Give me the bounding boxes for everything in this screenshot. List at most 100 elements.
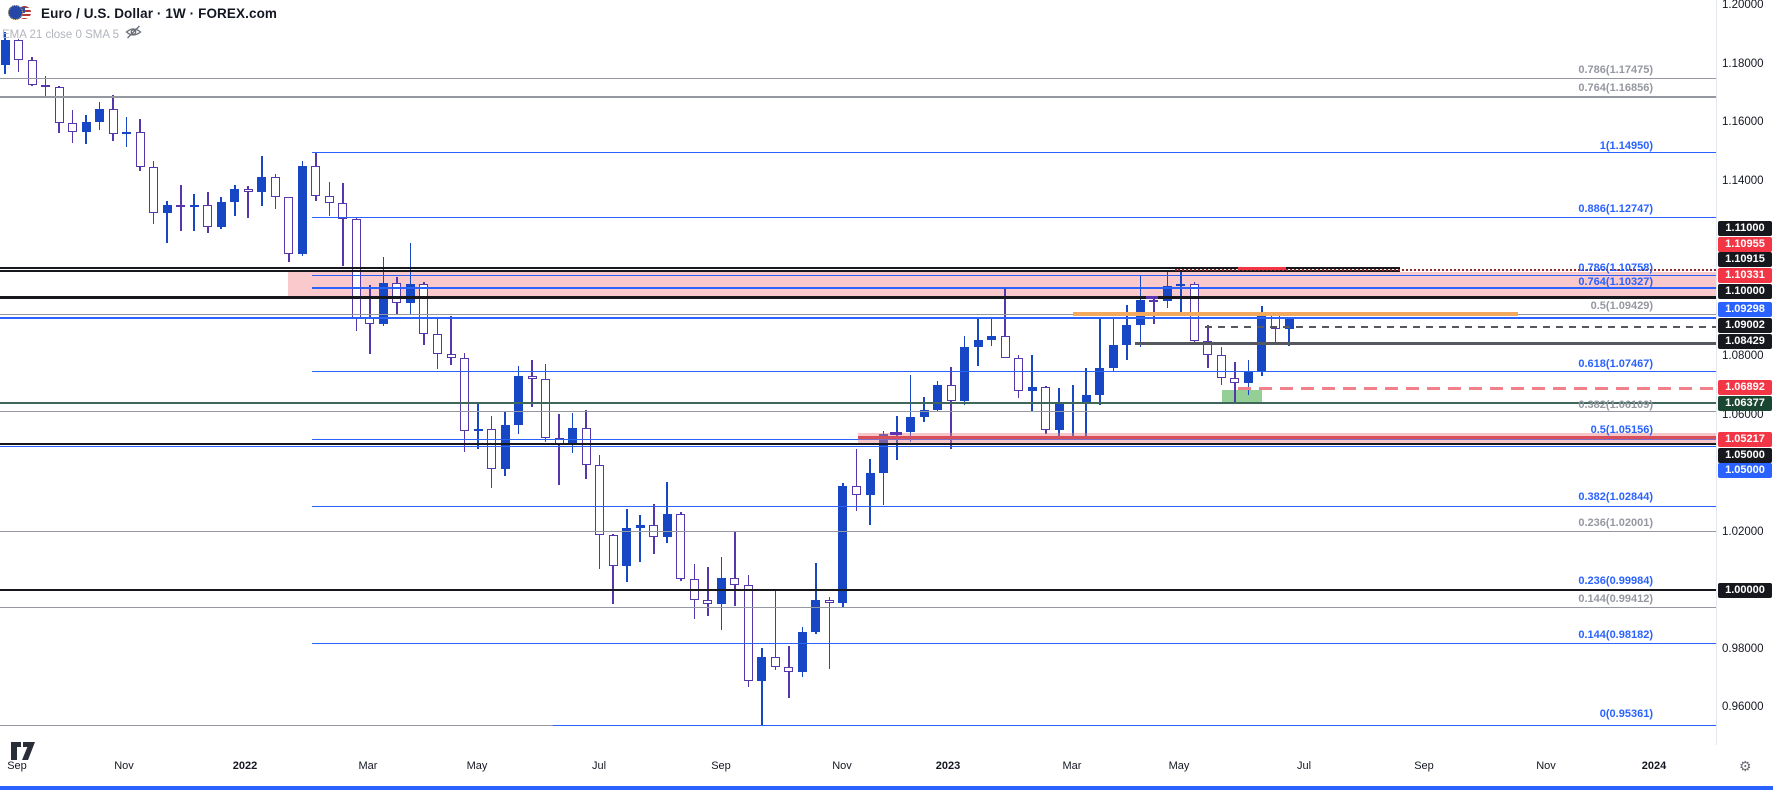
gear-icon[interactable]: ⚙ [1739, 758, 1752, 774]
candle-body [433, 333, 442, 354]
candle-wick [1031, 354, 1033, 411]
price-tick: 1.18000 [1722, 57, 1764, 70]
candle-wick [179, 185, 182, 231]
candle-body [460, 358, 470, 431]
candle-wick [450, 316, 452, 365]
time-label: Mar [1062, 760, 1082, 772]
price-badge: 1.06892 [1718, 380, 1772, 395]
candle-body [1027, 386, 1037, 392]
candle-body [1041, 386, 1051, 431]
level-1-10000 [0, 296, 1716, 299]
candle-wick [1180, 270, 1182, 315]
price-badge: 1.11000 [1718, 221, 1772, 236]
level-1-10955-dotted [1175, 269, 1716, 271]
candle-body [676, 514, 686, 579]
candle-wick [707, 566, 709, 617]
chart-plot-area[interactable]: 0.786(1.17475) 0.764(1.16856) 1(1.14950) 0.… [0, 0, 1716, 745]
candle-body [162, 204, 172, 213]
candle-wick [477, 402, 479, 449]
time-label: May [466, 760, 488, 772]
price-tick: 1.14000 [1722, 174, 1764, 187]
candle-body [1243, 370, 1253, 384]
price-badge: 1.05000 [1718, 463, 1772, 478]
time-label: Nov [1536, 760, 1556, 772]
price-badge: 1.06377 [1718, 396, 1772, 411]
candle-body [297, 165, 307, 255]
fib-gray-0764 [0, 96, 1716, 98]
ray-orange [1073, 312, 1518, 316]
tradingview-logo[interactable] [10, 741, 38, 761]
page-title[interactable]: Euro / U.S. Dollar · 1W · FOREX.com [41, 5, 278, 21]
candle-body [946, 384, 956, 402]
price-badge: 1.09002 [1718, 318, 1772, 333]
candle-body [960, 347, 970, 402]
candle-body [1176, 284, 1186, 287]
candle-body [95, 109, 105, 122]
fib-level-label: 0.764(1.10327) [1578, 276, 1653, 288]
price-tick: 1.20000 [1722, 0, 1764, 11]
price-tick: 0.98000 [1722, 642, 1764, 655]
candle-wick [761, 647, 763, 726]
candle-body [122, 131, 132, 134]
candle-wick [666, 482, 669, 543]
candle-body [257, 176, 267, 193]
candle-body [189, 204, 199, 207]
candle-body [365, 318, 375, 324]
candle-body [608, 535, 618, 566]
fib-gray-0236 [0, 530, 1716, 533]
fib-level-label: 1(1.14950) [1599, 140, 1653, 152]
candle-wick [1004, 287, 1006, 358]
indicator-legend[interactable]: EMA 21 close 0 SMA 5 [2, 25, 142, 44]
fib-level-label: 0.382(1.06109) [1578, 399, 1653, 411]
bottom-accent-bar [0, 786, 1773, 790]
candle-wick [734, 532, 736, 607]
fib-gray-05 [0, 313, 1716, 315]
indicator-label[interactable]: EMA 21 close 0 SMA 5 [2, 28, 119, 41]
candle-body [1230, 377, 1240, 384]
price-tick: 0.96000 [1722, 701, 1764, 713]
price-axis[interactable]: 1.20000 1.18000 1.16000 1.14000 1.08000 1.060… [1717, 0, 1773, 745]
candle-body [784, 666, 794, 672]
candle-body [1162, 285, 1172, 301]
candle-body [473, 428, 483, 431]
candle-body [770, 657, 780, 667]
candle-body [1122, 325, 1132, 345]
candle-body [662, 514, 672, 538]
candle-body [541, 379, 551, 439]
candle-body [1014, 357, 1024, 392]
anchor-marker-2 [1146, 296, 1158, 299]
candle-wick [1153, 298, 1155, 325]
fib-level-label: 0.144(0.99412) [1578, 593, 1653, 605]
time-label: May [1168, 760, 1190, 772]
symbol-header[interactable]: Euro / U.S. Dollar · 1W · FOREX.com [8, 4, 277, 22]
fib-level-label: 0.144(0.98182) [1578, 629, 1653, 641]
eye-off-icon[interactable] [125, 25, 142, 44]
candle-body [824, 600, 834, 603]
candle-body [14, 40, 24, 60]
level-1-09002-dashed [1205, 325, 1716, 328]
candle-wick [788, 646, 790, 698]
candle-body [1000, 335, 1010, 358]
eur-usd-flag-icon [8, 4, 34, 22]
candle-body [879, 433, 889, 473]
candle-wick [774, 590, 777, 671]
candle-body [216, 202, 226, 228]
candle-wick [950, 367, 952, 449]
time-label: Nov [114, 760, 134, 772]
price-badge: 1.10331 [1718, 268, 1772, 283]
candle-body [973, 339, 983, 348]
eu-flag-icon [8, 5, 23, 20]
price-tick: 1.02000 [1722, 525, 1764, 538]
level-1-10955-red-seg [1238, 267, 1286, 271]
candle-body [500, 425, 510, 470]
candle-body [622, 527, 632, 566]
fib-blue-0 [553, 725, 1716, 727]
price-tick: 1.06000 [1722, 408, 1764, 421]
candle-body [811, 600, 821, 632]
candle-body [0, 40, 10, 65]
time-label: Sep [1414, 760, 1434, 772]
fib-blue-0764 [312, 287, 1716, 289]
candle-wick [990, 317, 993, 346]
level-1-00000 [0, 588, 1716, 592]
